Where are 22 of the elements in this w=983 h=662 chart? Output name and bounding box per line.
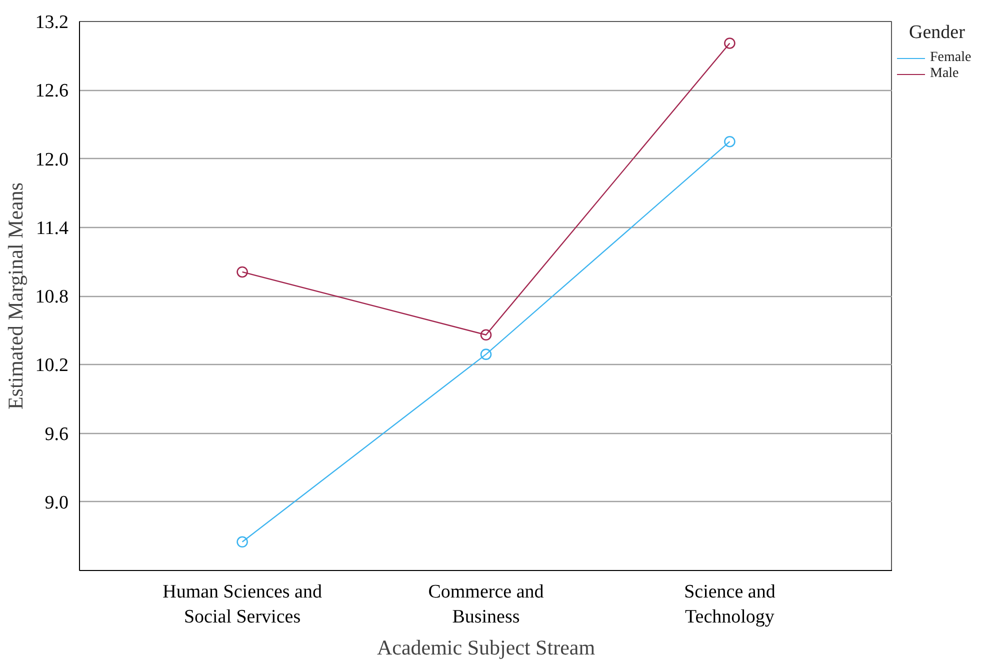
y-tick-label: 12.0 xyxy=(35,149,68,170)
point xyxy=(236,536,248,548)
point xyxy=(724,38,736,49)
point xyxy=(480,329,492,341)
y-tick-label: 9.0 xyxy=(44,492,68,514)
y-tick-label: 10.2 xyxy=(35,355,68,376)
y-tick-label: 9.6 xyxy=(44,424,68,445)
y-axis-title: Estimated Marginal Means xyxy=(3,182,28,410)
point xyxy=(480,348,492,360)
legend-title: Gender xyxy=(909,21,966,45)
y-tick-label: 10.8 xyxy=(35,286,68,308)
y-tick-label: 12.6 xyxy=(35,80,68,102)
y-tick-label: 11.4 xyxy=(36,218,69,239)
x-tick-label: Commerce and Business xyxy=(428,582,544,628)
legend-label: Female xyxy=(930,50,972,66)
point xyxy=(724,136,736,148)
legend-label: Male xyxy=(930,65,959,84)
point xyxy=(236,266,248,278)
y-tick-label: 13.2 xyxy=(35,12,68,33)
x-tick-label: Science and Technology xyxy=(684,582,776,628)
x-tick-label: Human Sciences and Social Services xyxy=(162,582,322,628)
x-axis-title: Academic Subject Stream xyxy=(376,636,596,660)
